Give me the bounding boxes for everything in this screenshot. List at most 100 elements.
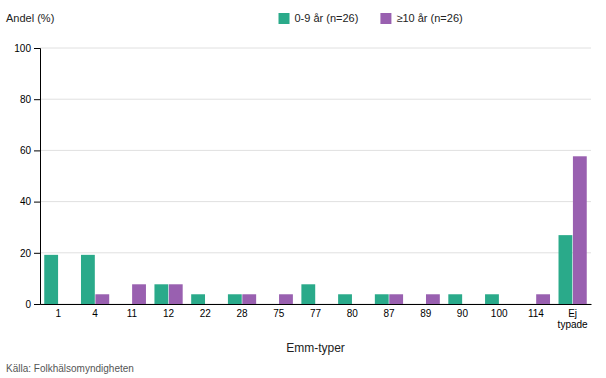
annotation: Källa: Folkhälsomyndigheten <box>6 363 134 374</box>
bar <box>353 304 367 305</box>
x-tick-label: 90 <box>457 308 469 319</box>
bar <box>44 255 58 304</box>
x-tick-label-line: 12 <box>163 308 175 319</box>
x-tick-label-line: 28 <box>236 308 248 319</box>
x-tick-label: 75 <box>273 308 285 319</box>
bar <box>228 294 242 304</box>
bar <box>118 304 132 305</box>
x-tick-label-line: 77 <box>310 308 322 319</box>
x-tick-label: 114 <box>528 308 544 319</box>
y-tick-mark <box>34 202 40 203</box>
bar <box>95 294 109 304</box>
x-tick-label-line: 22 <box>200 308 212 319</box>
y-tick-label: 40 <box>20 196 32 207</box>
x-tick: 87 <box>383 308 395 319</box>
x-tick-label-line: 75 <box>273 308 285 319</box>
grid-line <box>40 252 591 253</box>
bar <box>169 284 183 304</box>
x-tick-label-line: 4 <box>92 308 98 319</box>
y-tick-label: 100 <box>14 43 31 54</box>
y-tick: 0 <box>25 299 40 310</box>
grid-line <box>40 99 591 100</box>
x-tick-label: 28 <box>236 308 248 319</box>
x-tick: 75 <box>273 308 285 319</box>
x-tick-label: Ejtypade <box>558 308 588 330</box>
bar <box>242 294 256 304</box>
bar-series <box>95 156 586 304</box>
grid-line <box>40 201 591 202</box>
y-tick-label: 60 <box>20 145 32 156</box>
x-tick: 11 <box>127 308 138 319</box>
x-axis-line <box>41 304 592 305</box>
x-tick: 12 <box>163 308 175 319</box>
y-tick-mark <box>34 150 40 151</box>
legend-swatch <box>279 13 290 24</box>
x-tick-label: 22 <box>200 308 212 319</box>
bar <box>499 304 513 305</box>
x-tick-label-line: 90 <box>457 308 469 319</box>
x-tick-label-line: 1 <box>56 308 62 319</box>
grid-line <box>40 150 591 151</box>
legend-swatch <box>380 13 391 24</box>
bar-series <box>44 235 572 304</box>
bar <box>448 294 462 304</box>
x-tick: 1 <box>56 308 62 319</box>
x-tick-label: 100 <box>491 308 508 319</box>
x-tick-label: 11 <box>127 308 138 319</box>
bar <box>206 304 220 305</box>
y-axis-line <box>34 49 41 305</box>
x-tick-label-line: typade <box>558 319 588 330</box>
x-tick-label-line: 87 <box>383 308 395 319</box>
x-tick: 4 <box>92 308 98 319</box>
x-tick-label: 89 <box>420 308 432 319</box>
x-tick-label-line: 114 <box>528 308 544 319</box>
bar <box>485 294 499 304</box>
y-tick: 60 <box>20 145 40 156</box>
grid-line <box>40 304 591 305</box>
bar <box>375 294 389 304</box>
grid <box>40 48 591 304</box>
x-tick-label-line: 80 <box>347 308 359 319</box>
bar <box>522 304 536 305</box>
bar <box>191 294 205 304</box>
bar <box>412 304 426 305</box>
bar <box>81 255 95 304</box>
x-tick: 100 <box>491 308 508 319</box>
y-tick-label: 20 <box>20 248 32 259</box>
y-tick: 40 <box>20 196 40 207</box>
x-tick: 28 <box>236 308 248 319</box>
bar <box>573 156 587 304</box>
x-tick: 89 <box>420 308 432 319</box>
y-axis-title: Andel (%) <box>6 12 54 24</box>
x-tick: 114 <box>528 308 544 319</box>
y-tick-label: 80 <box>20 94 32 105</box>
x-tick-label: 4 <box>92 308 98 319</box>
bar <box>316 304 330 305</box>
x-axis: 1 4 11 12 22 28 75 77 80 87 89 90 100 114 Ejtypade <box>41 305 592 331</box>
y-axis: 0 20 40 60 80 100 <box>14 43 40 310</box>
x-tick: 90 <box>457 308 469 319</box>
legend-label: ≥10 år (n=26) <box>396 12 462 24</box>
bar <box>132 284 146 304</box>
bar <box>279 294 293 304</box>
x-tick-label: 80 <box>347 308 359 319</box>
plot-area <box>44 156 587 304</box>
x-tick: 77 <box>310 308 322 319</box>
legend-item: ≥10 år (n=26) <box>380 12 462 24</box>
x-tick-label-line: Ej <box>568 308 577 319</box>
y-tick-mark <box>34 253 40 254</box>
bar <box>301 284 315 304</box>
x-tick: 80 <box>347 308 359 319</box>
x-tick-label: 87 <box>383 308 395 319</box>
bar <box>536 294 550 304</box>
y-tick-mark <box>34 99 40 100</box>
bar <box>426 294 440 304</box>
legend-label: 0-9 år (n=26) <box>295 12 359 24</box>
x-tick-label-line: 11 <box>127 308 138 319</box>
x-tick-label: 1 <box>56 308 62 319</box>
bar <box>59 304 73 305</box>
x-tick-label: 12 <box>163 308 175 319</box>
x-tick: 22 <box>200 308 212 319</box>
y-tick: 20 <box>20 248 40 259</box>
bar <box>559 235 573 304</box>
